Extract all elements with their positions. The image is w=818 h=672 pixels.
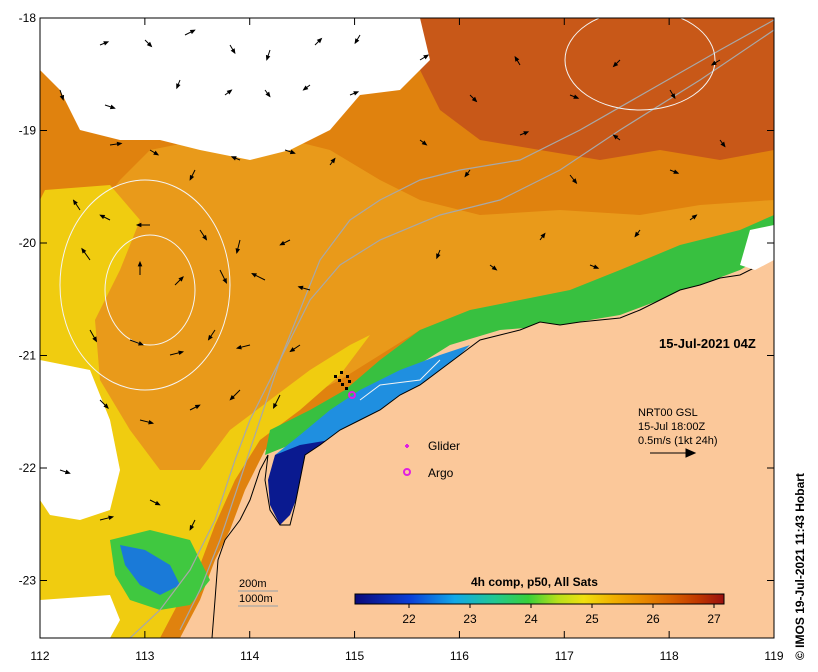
y-axis-ticks: -18 -19 -20 -21 -22 -23 bbox=[19, 11, 774, 588]
ssh-contours bbox=[59, 18, 716, 401]
colorbar-tick-label: 25 bbox=[585, 612, 599, 626]
y-tick-label: -22 bbox=[19, 461, 37, 475]
nodata-east bbox=[740, 225, 774, 270]
imos-credit: © IMOS 19-Jul-2021 11:43 Hobart bbox=[793, 473, 807, 660]
colorbar-tick-label: 24 bbox=[524, 612, 538, 626]
isobath-200-label: 200m bbox=[239, 578, 267, 590]
x-tick-label: 117 bbox=[555, 649, 574, 663]
credit-text: IMOS 19-Jul-2021 11:43 Hobart bbox=[793, 473, 807, 648]
sst-orange-band bbox=[60, 130, 774, 520]
x-tick-label: 113 bbox=[135, 649, 154, 663]
current-time-label: 15-Jul 18:00Z bbox=[638, 421, 706, 433]
x-tick-label: 118 bbox=[660, 649, 679, 663]
isobath-1000-label: 1000m bbox=[239, 593, 273, 605]
y-tick-label: -18 bbox=[19, 11, 37, 25]
y-tick-label: -23 bbox=[19, 574, 37, 588]
map-frame bbox=[39, 17, 775, 639]
nodata-southwest bbox=[40, 595, 120, 638]
sst-west-blue bbox=[120, 545, 180, 595]
current-scale-label: 0.5m/s (1kt 24h) bbox=[638, 435, 717, 447]
colorbar-title: 4h comp, p50, All Sats bbox=[471, 575, 598, 589]
sst-green-band bbox=[265, 215, 774, 455]
glider-label: Glider bbox=[428, 439, 460, 453]
colorbar-tick-label: 23 bbox=[463, 612, 477, 626]
colorbar-tick-label: 22 bbox=[402, 612, 416, 626]
coastline-land bbox=[211, 249, 774, 638]
sst-cool-water bbox=[275, 345, 470, 470]
argo-marker bbox=[403, 468, 411, 476]
colorbar-ticks: 22 23 24 25 26 27 bbox=[402, 604, 721, 626]
current-vectors bbox=[59, 29, 726, 531]
y-tick-label: -19 bbox=[19, 124, 37, 138]
sst-yellow-band bbox=[40, 185, 370, 638]
sst-hot-water bbox=[420, 18, 774, 160]
x-tick-label: 115 bbox=[345, 649, 364, 663]
colorbar-tick-label: 27 bbox=[707, 612, 721, 626]
current-product-label: NRT00 GSL bbox=[638, 407, 698, 419]
x-tick-label: 114 bbox=[240, 649, 259, 663]
copyright-icon: © bbox=[793, 651, 807, 660]
isobath-lines bbox=[129, 19, 774, 638]
nodata-north bbox=[40, 18, 430, 160]
colorbar bbox=[354, 593, 725, 605]
argo-label: Argo bbox=[428, 466, 454, 480]
colorbar-tick-label: 26 bbox=[646, 612, 660, 626]
y-tick-label: -21 bbox=[19, 349, 37, 363]
x-tick-label: 119 bbox=[764, 649, 783, 663]
argo-float bbox=[348, 391, 356, 399]
x-axis-ticks: 112 113 114 115 116 117 118 119 bbox=[30, 18, 784, 663]
x-tick-label: 112 bbox=[30, 649, 49, 663]
y-tick-label: -20 bbox=[19, 236, 37, 250]
x-tick-label: 116 bbox=[450, 649, 469, 663]
scale-arrow bbox=[650, 448, 697, 458]
timestamp-label: 15-Jul-2021 04Z bbox=[659, 336, 756, 351]
glider-marker bbox=[405, 444, 409, 448]
glider-track bbox=[334, 371, 351, 390]
